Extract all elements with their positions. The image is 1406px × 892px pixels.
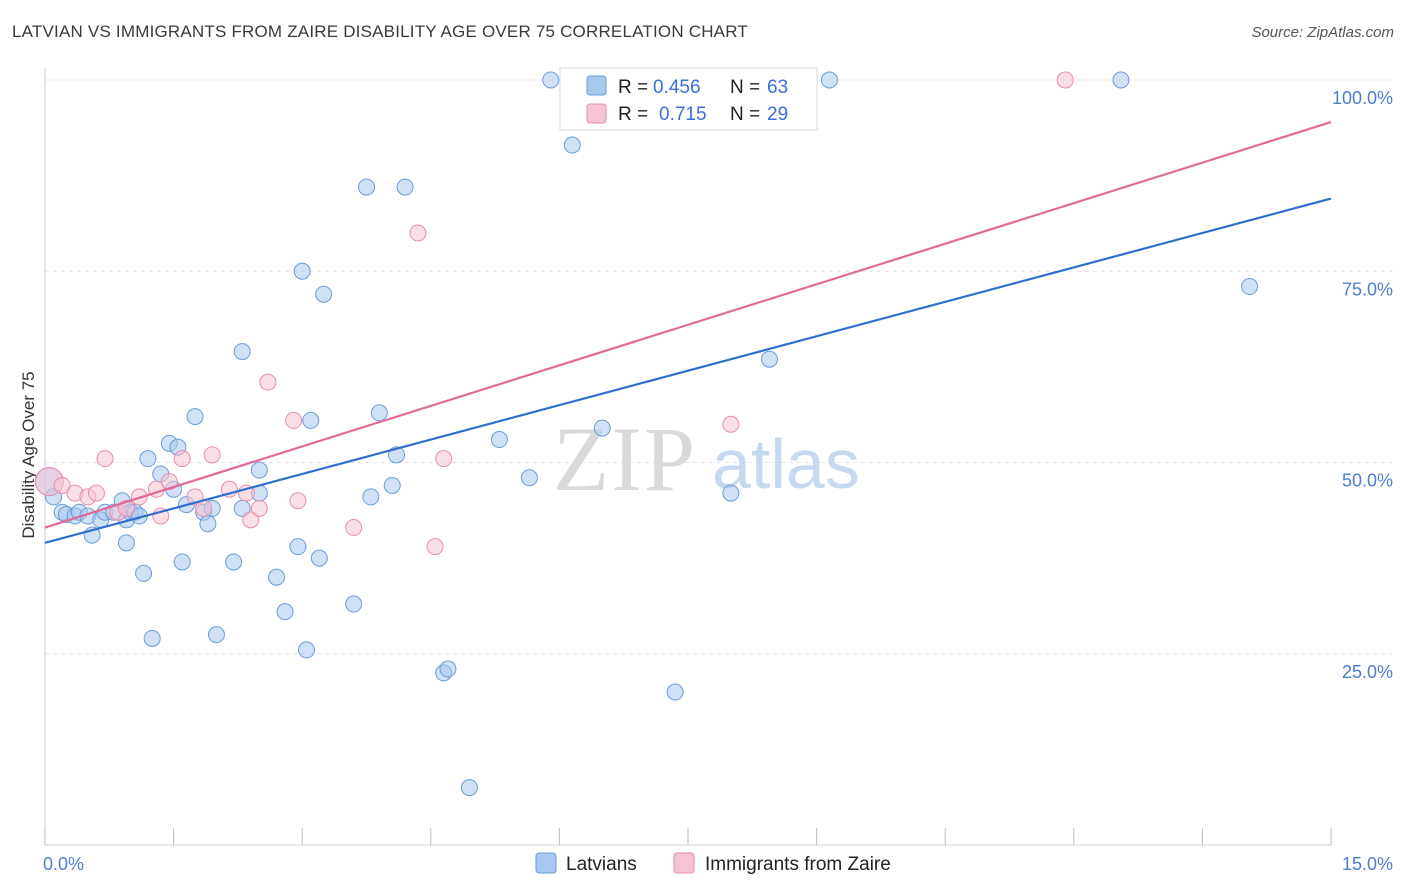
watermark-zip: ZIP <box>553 408 697 510</box>
y-tick-labels: 25.0% 50.0% 75.0% 100.0% <box>1332 88 1393 682</box>
latvian-point <box>315 285 333 303</box>
zaire-point <box>409 224 427 242</box>
bottom-legend-swatch-zaire <box>673 852 695 874</box>
legend-bottom: Latvians Immigrants from Zaire <box>535 852 891 875</box>
latvian-point <box>293 262 311 280</box>
y-tick-label: 50.0% <box>1342 471 1393 491</box>
latvian-point <box>297 641 315 659</box>
latvian-point <box>186 408 204 426</box>
latvian-point <box>370 404 388 422</box>
zaire-point <box>345 519 363 537</box>
latvian-point <box>666 683 684 701</box>
zaire-point <box>289 492 307 510</box>
latvian-point <box>117 534 135 552</box>
latvian-point <box>267 568 285 586</box>
latvian-point <box>250 461 268 479</box>
zaire-point <box>250 499 268 517</box>
latvian-point <box>542 71 560 89</box>
legend-n-label-1: N = <box>730 77 760 98</box>
legend-r-value-1: 0.456 <box>653 77 701 98</box>
latvian-point <box>362 488 380 506</box>
zaire-point <box>435 450 453 468</box>
legend-r-value-2: 0.715 <box>659 104 707 125</box>
latvian-point <box>199 515 217 533</box>
zaire-trend-line <box>44 121 1332 529</box>
legend-top: R = 0.456 N = 63 R = 0.715 N = 29 <box>559 67 818 131</box>
latvian-point <box>173 553 191 571</box>
latvian-point <box>383 476 401 494</box>
latvian-point <box>563 136 581 154</box>
latvian-point <box>233 343 251 361</box>
legend-r-label-1: R = <box>618 77 648 98</box>
zaire-point <box>1056 71 1074 89</box>
x-tick-label-min: 0.0% <box>43 854 84 874</box>
latvian-point <box>760 350 778 368</box>
legend-n-label-2: N = <box>730 104 760 125</box>
zaire-point <box>722 415 740 433</box>
latvian-point <box>722 484 740 502</box>
zaire-point <box>259 373 277 391</box>
bottom-legend-latvians: Latvians <box>566 854 637 875</box>
y-tick-label: 75.0% <box>1342 279 1393 299</box>
latvian-point <box>460 779 478 797</box>
y-tick-label: 25.0% <box>1342 662 1393 682</box>
latvian-point <box>358 178 375 196</box>
zaire-point <box>285 411 303 429</box>
latvian-point <box>225 553 243 571</box>
zaire-point <box>173 450 191 468</box>
zaire-point <box>96 450 114 468</box>
latvian-point <box>143 629 161 647</box>
latvian-point <box>490 431 508 449</box>
latvian-point <box>276 603 294 621</box>
zaire-point <box>203 446 221 464</box>
zaire-point <box>53 476 71 494</box>
zaire-point <box>426 538 444 556</box>
latvian-point <box>302 411 320 429</box>
latvian-point <box>310 549 328 567</box>
latvian-point <box>289 538 307 556</box>
trend-lines <box>44 121 1332 544</box>
legend-swatch-zaire <box>586 103 607 124</box>
zaire-point <box>87 484 105 502</box>
latvian-point <box>1241 278 1259 296</box>
zaire-point <box>160 473 178 491</box>
latvian-point <box>593 419 611 437</box>
bottom-legend-zaire: Immigrants from Zaire <box>705 854 891 875</box>
latvian-point <box>439 660 457 678</box>
x-ticks <box>44 828 1332 845</box>
legend-n-value-1: 63 <box>767 77 788 98</box>
y-axis-label: Disability Age Over 75 <box>19 371 38 538</box>
source-label: Source: ZipAtlas.com <box>1251 24 1394 41</box>
latvian-point <box>207 626 225 644</box>
x-tick-label-max: 15.0% <box>1342 854 1393 874</box>
latvian-point <box>139 450 157 468</box>
zaire-point <box>117 499 135 517</box>
chart-title: LATVIAN VS IMMIGRANTS FROM ZAIRE DISABIL… <box>12 22 748 41</box>
legend-r-label-2: R = <box>618 104 648 125</box>
legend-n-value-2: 29 <box>767 104 788 125</box>
legend-swatch-latvians <box>586 75 607 96</box>
bottom-legend-swatch-latvians <box>535 852 557 874</box>
latvian-point <box>345 595 363 613</box>
latvian-point <box>396 178 414 196</box>
zaire-point <box>242 511 260 529</box>
series-latvians <box>34 71 1259 797</box>
latvian-point <box>1112 71 1130 89</box>
latvian-trend-line <box>44 197 1332 544</box>
latvian-point <box>135 564 153 582</box>
y-tick-label: 100.0% <box>1332 88 1393 108</box>
gridlines <box>45 79 1393 655</box>
latvian-point <box>820 71 838 89</box>
latvian-point <box>520 469 538 487</box>
